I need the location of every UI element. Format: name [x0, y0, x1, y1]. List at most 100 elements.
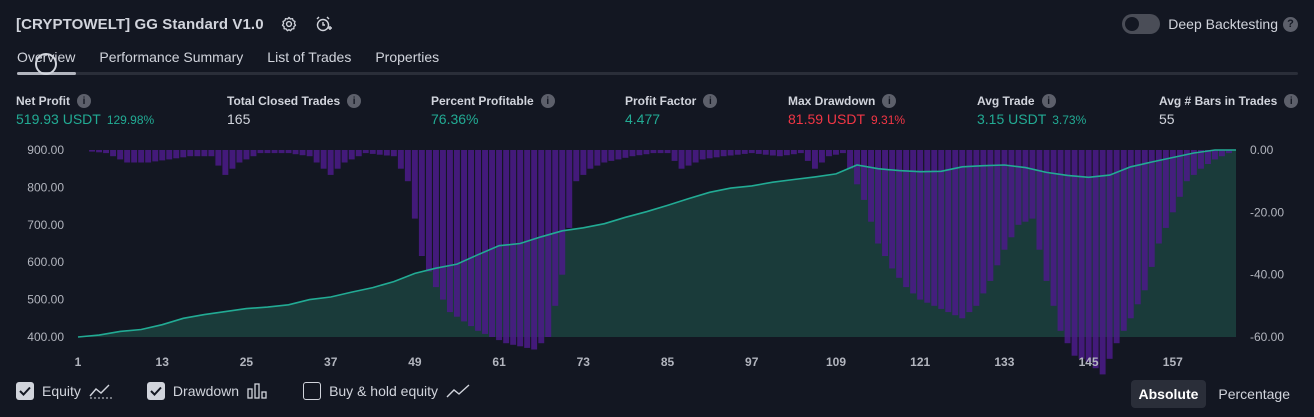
drawdown-bar	[804, 150, 811, 161]
drawdown-bar	[89, 150, 95, 152]
drawdown-bar	[559, 150, 566, 275]
tab-properties[interactable]: Properties	[375, 49, 440, 65]
equity-drawdown-chart[interactable]: 900.00 800.00 700.00 600.00 500.00 400.00 0.00…	[0, 140, 1314, 375]
metric-label: Percent Profitable	[431, 94, 534, 108]
drawdown-bar	[524, 150, 531, 348]
drawdown-bar	[243, 150, 250, 160]
tab-underline-track	[17, 72, 1298, 75]
legend-drawdown[interactable]: Drawdown	[146, 382, 269, 400]
drawdown-bar	[643, 150, 650, 155]
drawdown-bar	[1148, 150, 1155, 267]
drawdown-bar	[411, 150, 418, 219]
x-tick-label: 49	[408, 355, 422, 369]
drawdown-bar	[1078, 150, 1085, 359]
drawdown-bar	[664, 150, 671, 154]
drawdown-bar	[461, 150, 467, 322]
drawdown-bar	[580, 150, 587, 175]
tab-performance-summary[interactable]: Performance Summary	[99, 49, 244, 65]
drawdown-bar	[1071, 150, 1078, 356]
metric-total-closed-trades: Total Closed Trades i 165	[227, 93, 362, 127]
drawdown-bar	[531, 150, 538, 350]
drawdown-bar	[713, 150, 720, 158]
x-tick-label: 97	[745, 355, 759, 369]
y-left-tick-label: 900.00	[27, 143, 64, 157]
drawdown-bar	[1162, 150, 1169, 228]
drawdown-bar	[587, 150, 594, 169]
metric-avg-trade: Avg Trade i 3.15 USDT 3.73%	[977, 93, 1086, 127]
drawdown-bar	[208, 150, 215, 157]
mode-absolute-button[interactable]: Absolute	[1130, 380, 1207, 408]
legend-buy-hold[interactable]: Buy & hold equity	[303, 382, 470, 400]
info-icon[interactable]: i	[1041, 94, 1056, 108]
drawdown-bar	[573, 150, 580, 182]
drawdown-bar	[433, 150, 439, 288]
metric-label: Avg # Bars in Trades	[1159, 94, 1278, 108]
x-tick-label: 145	[1079, 355, 1099, 369]
drawdown-bar	[706, 150, 713, 159]
drawdown-bar	[320, 150, 327, 169]
metric-label: Net Profit	[16, 94, 70, 108]
drawdown-bar	[966, 150, 973, 313]
drawdown-bar	[769, 150, 776, 156]
drawdown-bar	[362, 150, 369, 154]
drawdown-bar	[889, 150, 896, 269]
drawdown-bar	[159, 150, 166, 161]
info-icon[interactable]: i	[882, 94, 897, 108]
drawdown-bar	[201, 150, 208, 157]
legend-equity[interactable]: Equity	[16, 382, 113, 400]
alarm-plus-icon[interactable]	[314, 15, 332, 33]
drawdown-bar	[671, 150, 678, 161]
info-icon[interactable]: i	[347, 94, 362, 108]
metric-avg-bars: Avg # Bars in Trades i 55	[1159, 93, 1299, 127]
info-icon[interactable]: i	[1284, 94, 1299, 108]
info-icon[interactable]: i	[77, 94, 91, 108]
y-left-tick-label: 500.00	[27, 293, 64, 307]
drawdown-bar	[601, 150, 608, 163]
drawdown-bar	[1043, 150, 1050, 281]
drawdown-bar	[861, 150, 867, 200]
drawdown-bar	[418, 150, 425, 256]
drawdown-bar	[741, 150, 748, 154]
drawdown-bar	[397, 150, 404, 169]
equity-line	[77, 149, 1236, 338]
drawdown-bars-icon	[247, 383, 269, 399]
help-icon[interactable]: ?	[1283, 16, 1298, 32]
buy-hold-checkbox[interactable]	[303, 382, 322, 400]
drawdown-bar	[236, 150, 243, 163]
drawdown-bar	[229, 150, 236, 169]
drawdown-bar	[440, 150, 446, 300]
drawdown-bar	[1212, 150, 1218, 160]
tab-list-of-trades[interactable]: List of Trades	[267, 49, 352, 65]
x-tick-label: 1	[75, 355, 82, 369]
drawdown-bar	[924, 150, 931, 303]
drawdown-bar	[475, 150, 481, 331]
drawdown-bar	[896, 150, 903, 278]
metric-label: Avg Trade	[977, 94, 1035, 108]
drawdown-bar	[1008, 150, 1015, 238]
drawdown-bar	[278, 150, 285, 154]
info-icon[interactable]: i	[703, 94, 718, 108]
drawdown-bar	[1141, 150, 1148, 291]
drawdown-bar	[468, 150, 474, 327]
drawdown-bar	[734, 150, 741, 155]
equity-checkbox[interactable]	[16, 382, 34, 400]
gear-icon[interactable]	[280, 15, 298, 33]
drawdown-bar	[748, 150, 755, 154]
legend-label: Drawdown	[172, 383, 240, 399]
drawdown-bar	[426, 150, 432, 272]
mode-percentage-button[interactable]: Percentage	[1218, 386, 1290, 402]
drawdown-bar	[271, 150, 278, 154]
info-icon[interactable]: i	[540, 94, 555, 108]
drawdown-bar	[931, 150, 938, 306]
drawdown-checkbox[interactable]	[146, 382, 165, 400]
drawdown-bar	[678, 150, 685, 169]
deep-backtesting-toggle[interactable]	[1122, 14, 1161, 34]
y-right-tick-label: -20.00	[1250, 205, 1284, 219]
drawdown-bar	[692, 150, 699, 163]
drawdown-bar	[650, 150, 657, 154]
drawdown-bar	[222, 150, 229, 175]
drawdown-bar	[538, 150, 545, 344]
x-tick-label: 85	[661, 355, 675, 369]
drawdown-bar	[1134, 150, 1141, 305]
deep-backtesting-label: Deep Backtesting	[1168, 16, 1278, 32]
